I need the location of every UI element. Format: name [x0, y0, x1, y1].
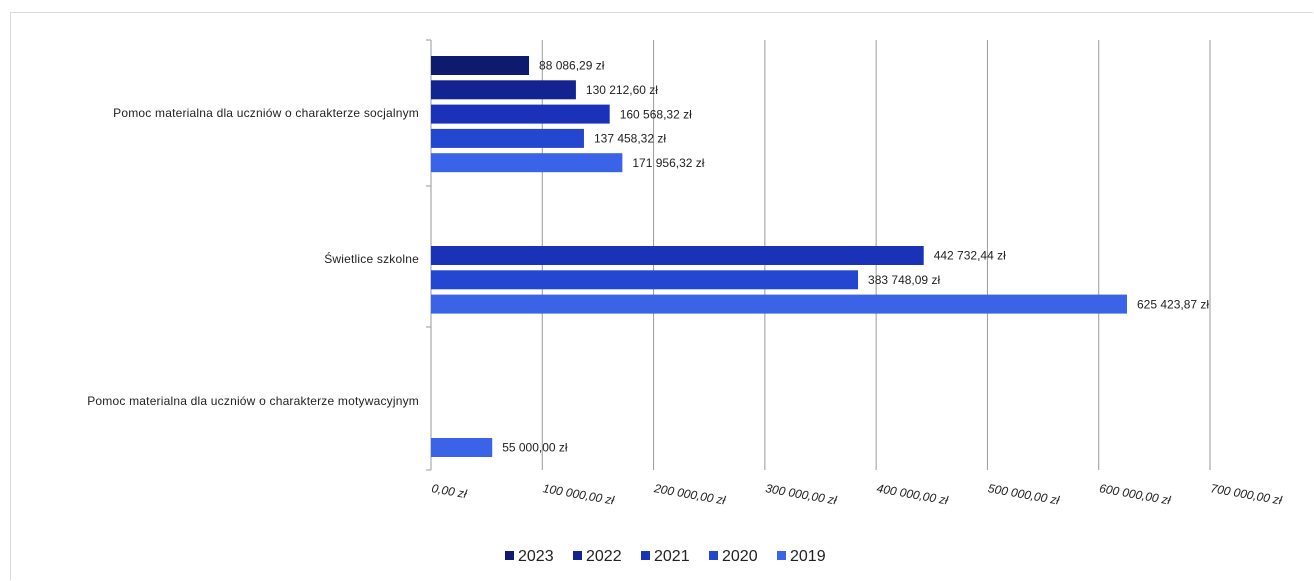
data-label: 160 568,32 zł	[620, 107, 692, 121]
data-label: 130 212,60 zł	[586, 83, 658, 97]
bar	[431, 56, 530, 75]
data-label: 137 458,32 zł	[594, 132, 666, 146]
data-label: 88 086,29 zł	[539, 59, 605, 73]
bar	[431, 270, 859, 290]
x-tick-label: 400 000,00 zł	[876, 481, 950, 507]
legend-label: 2021	[654, 548, 690, 565]
legend-label: 2022	[586, 548, 622, 565]
bar	[431, 80, 576, 100]
legend-swatch	[777, 551, 786, 560]
legend-swatch	[641, 551, 650, 560]
x-tick-label: 700 000,00 zł	[1209, 481, 1283, 507]
bar	[431, 104, 610, 124]
data-label: 55 000,00 zł	[502, 441, 568, 455]
legend-swatch	[573, 551, 582, 560]
x-tick-label: 300 000,00 zł	[764, 481, 838, 507]
category-label: Pomoc materialna dla uczniów o charakter…	[87, 394, 419, 408]
bar	[431, 128, 584, 148]
legend-swatch	[505, 551, 514, 560]
bar	[431, 246, 924, 265]
x-tick-label: 0,00 zł	[430, 481, 468, 501]
legend-label: 2023	[518, 548, 554, 565]
bar	[431, 153, 623, 173]
data-label: 171 956,32 zł	[632, 156, 704, 170]
category-label: Świetlice szkolne	[324, 251, 419, 266]
x-tick-label: 100 000,00 zł	[542, 481, 616, 507]
data-label: 625 423,87 zł	[1137, 297, 1209, 311]
x-tick-label: 200 000,00 zł	[652, 481, 727, 508]
bar	[431, 294, 1128, 314]
legend-swatch	[709, 551, 718, 560]
legend-label: 2020	[722, 548, 758, 565]
x-tick-label: 500 000,00 zł	[987, 481, 1061, 507]
x-tick-label: 600 000,00 zł	[1098, 481, 1172, 507]
legend-label: 2019	[790, 548, 826, 565]
chart-frame	[10, 12, 1313, 580]
category-label: Pomoc materialna dla uczniów o charakter…	[113, 106, 419, 120]
data-label: 383 748,09 zł	[868, 273, 940, 287]
bar	[431, 438, 493, 457]
data-label: 442 732,44 zł	[934, 249, 1006, 263]
